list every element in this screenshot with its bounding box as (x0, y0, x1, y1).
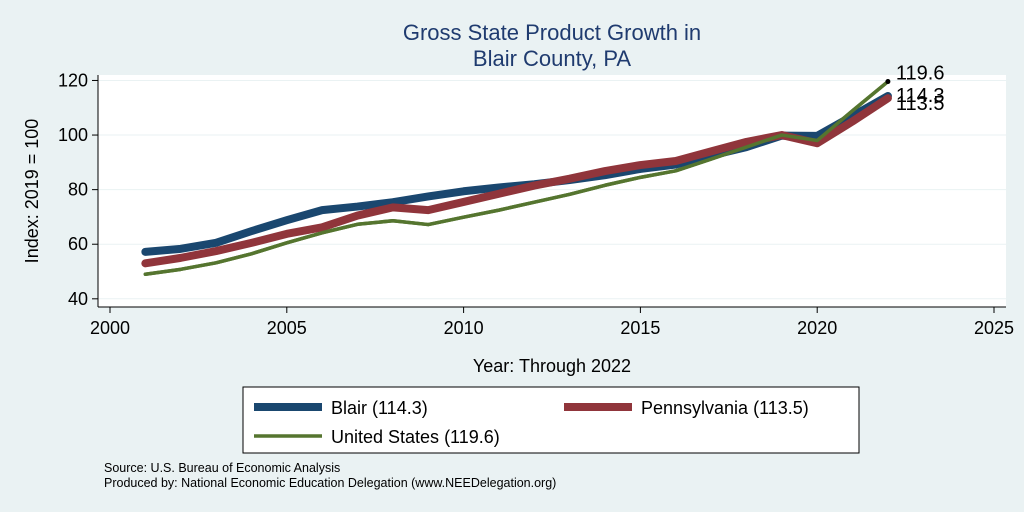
x-tick-label-2020: 2020 (797, 318, 837, 338)
chart-title-line-2: Blair County, PA (473, 46, 631, 71)
end-marker-united-states (885, 79, 891, 85)
source-note: Source: U.S. Bureau of Economic Analysis (104, 461, 340, 475)
x-tick-label-2025: 2025 (974, 318, 1014, 338)
producer-note: Produced by: National Economic Education… (104, 476, 556, 490)
y-tick-label-60: 60 (68, 234, 88, 254)
series-line-united-states-overlay (143, 79, 890, 276)
x-ticks: 2000 2005 2010 2015 2020 2025 (90, 307, 1014, 338)
legend-label-pennsylvania: Pennsylvania (113.5) (641, 398, 809, 418)
y-tick-label-80: 80 (68, 180, 88, 200)
x-tick-label-2015: 2015 (620, 318, 660, 338)
series-line-pennsylvania (141, 94, 892, 268)
y-ticks: 40 60 80 100 120 (58, 70, 98, 309)
x-tick-label-2005: 2005 (267, 318, 307, 338)
legend-label-blair: Blair (114.3) (331, 398, 428, 418)
legend-label-united-states: United States (119.6) (331, 427, 500, 447)
x-tick-label-2000: 2000 (90, 318, 130, 338)
x-tick-label-2010: 2010 (444, 318, 484, 338)
y-tick-label-40: 40 (68, 289, 88, 309)
legend (242, 386, 860, 454)
axes (97, 75, 1006, 308)
series-lines (141, 79, 892, 276)
x-axis-title: Year: Through 2022 (473, 356, 631, 376)
chart-title-line-1: Gross State Product Growth in (403, 20, 701, 45)
y-tick-label-100: 100 (58, 125, 88, 145)
end-label-united-states: 119.6 (896, 63, 945, 85)
end-label-blair: 114.3 (896, 85, 945, 107)
y-axis-title: Index: 2019 = 100 (22, 119, 42, 264)
end-label-pennsylvania: 113.5 (896, 93, 945, 115)
y-tick-label-120: 120 (58, 70, 88, 90)
